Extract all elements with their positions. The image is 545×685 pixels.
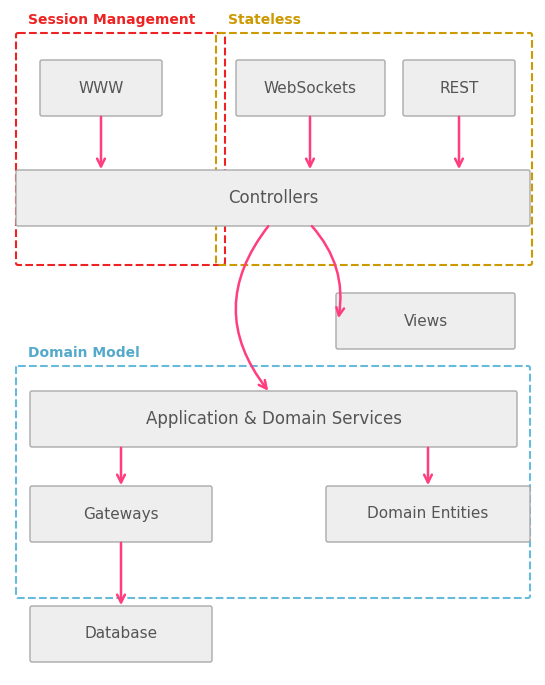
Text: WebSockets: WebSockets bbox=[264, 81, 357, 95]
Text: Domain Model: Domain Model bbox=[28, 346, 140, 360]
Text: Controllers: Controllers bbox=[228, 189, 318, 207]
FancyBboxPatch shape bbox=[16, 170, 530, 226]
Text: Domain Entities: Domain Entities bbox=[367, 506, 489, 521]
FancyBboxPatch shape bbox=[30, 391, 517, 447]
Text: Gateways: Gateways bbox=[83, 506, 159, 521]
FancyBboxPatch shape bbox=[40, 60, 162, 116]
FancyBboxPatch shape bbox=[30, 486, 212, 542]
FancyBboxPatch shape bbox=[30, 606, 212, 662]
Text: Application & Domain Services: Application & Domain Services bbox=[146, 410, 402, 428]
Text: Views: Views bbox=[403, 314, 447, 329]
Text: Session Management: Session Management bbox=[28, 13, 195, 27]
Text: REST: REST bbox=[439, 81, 479, 95]
Text: Database: Database bbox=[84, 627, 158, 641]
FancyBboxPatch shape bbox=[326, 486, 530, 542]
Text: Stateless: Stateless bbox=[228, 13, 301, 27]
FancyBboxPatch shape bbox=[336, 293, 515, 349]
FancyBboxPatch shape bbox=[236, 60, 385, 116]
FancyBboxPatch shape bbox=[403, 60, 515, 116]
Text: WWW: WWW bbox=[78, 81, 124, 95]
